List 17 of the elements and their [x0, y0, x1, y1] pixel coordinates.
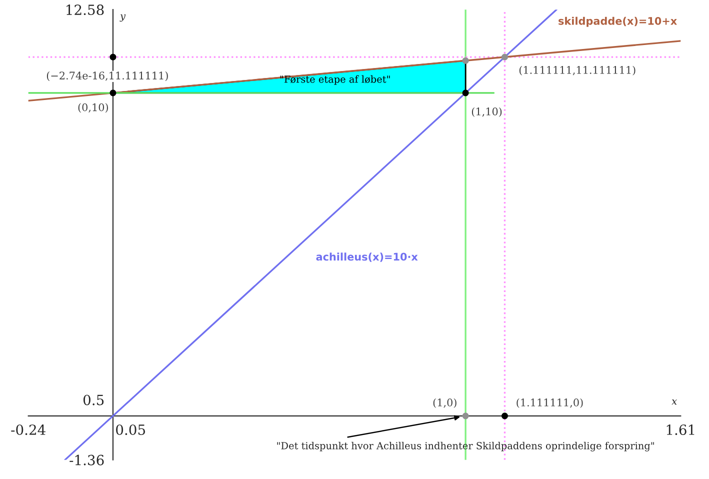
y-tick-label: -1.36	[70, 454, 104, 466]
annotation: "Første etape af løbet"	[280, 75, 390, 85]
x-axis-title: x	[672, 400, 677, 405]
series-label: skildpadde(x)=10+x	[558, 16, 677, 27]
annotation: (−2.74e-16,11.111111)	[46, 71, 168, 81]
annotation: (1.111111,0)	[516, 398, 583, 408]
x-tick-label: 0.05	[116, 424, 145, 435]
annotation: (1,0)	[433, 398, 456, 408]
y-axis-title: y	[120, 14, 126, 22]
series-label: achilleus(x)=10·x	[316, 252, 418, 262]
annotation: (0,10)	[78, 103, 108, 113]
x-tick-label: 1.61	[666, 424, 694, 435]
annotation: (1,10)	[472, 107, 502, 117]
y-tick-label: 0.5	[83, 394, 104, 406]
x-tick-label: -0.24	[11, 424, 46, 435]
y-tick-label: 12.58	[66, 4, 104, 16]
annotation: (1.111111,11.111111)	[519, 66, 636, 76]
